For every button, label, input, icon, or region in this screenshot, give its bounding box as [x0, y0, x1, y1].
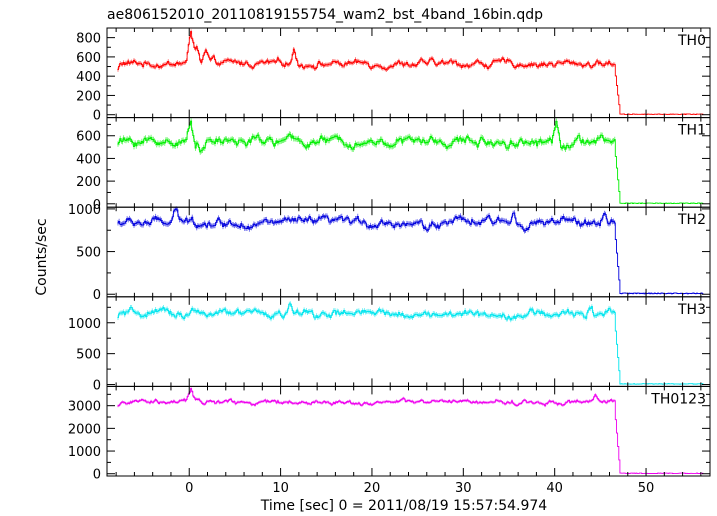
y-tick-label: 0: [93, 288, 101, 303]
y-tick-label: 0: [93, 379, 101, 394]
y-tick-label: 1000: [68, 203, 101, 218]
panel-label-th0: TH0: [677, 33, 706, 49]
x-tick-label: 30: [455, 481, 472, 496]
y-tick-label: 500: [76, 348, 101, 363]
error-bars-th2: [117, 206, 704, 295]
y-tick-label: 200: [76, 175, 101, 190]
x-tick-label: 10: [272, 481, 289, 496]
y-tick-label: 600: [76, 51, 101, 66]
error-bar-path: [117, 387, 704, 474]
x-tick-label: 0: [185, 481, 193, 496]
y-tick-label: 600: [76, 130, 101, 145]
panel-th1: 0 200 400 600 TH1: [76, 117, 711, 213]
error-bars-th0123: [117, 387, 704, 474]
y-tick-label: 200: [76, 89, 101, 104]
y-tick-label: 0: [93, 109, 101, 124]
y-tick-label: 500: [76, 246, 101, 261]
chart-title: ae806152010_20110819155754_wam2_bst_4ban…: [107, 7, 543, 23]
x-axis-title: Time [sec] 0 = 2011/08/19 15:57:54.974: [260, 498, 548, 514]
y-tick-label: 2000: [68, 422, 101, 437]
error-bar-path: [117, 118, 704, 204]
y-axis-title: Counts/sec: [34, 218, 50, 295]
error-bar-path: [117, 206, 704, 295]
series-line-th0123: [117, 388, 704, 474]
x-tick-label: 40: [546, 481, 563, 496]
panel-th2: 0 500 1000 TH2: [68, 203, 711, 303]
panel-frame: [106, 27, 711, 119]
panel-label-th2: TH2: [677, 212, 706, 228]
x-tick-label: 20: [364, 481, 381, 496]
panel-th0123: 0 1000 2000 3000 TH0123: [68, 385, 711, 483]
y-tick-label: 400: [76, 70, 101, 85]
y-tick-label: 0: [93, 198, 101, 213]
y-tick-label: 0: [93, 468, 101, 483]
series-line-th0: [117, 31, 704, 115]
panel-th0: 0 200 400 600 800 TH0: [76, 27, 711, 124]
y-tick-label: 400: [76, 152, 101, 167]
panel-label-th1: TH1: [677, 123, 706, 139]
y-tick-label: 1000: [68, 317, 101, 332]
y-tick-label: 3000: [68, 400, 101, 415]
x-tick-label: 50: [638, 481, 655, 496]
series-line-th3: [117, 303, 704, 385]
panel-label-th3: TH3: [677, 302, 706, 318]
series-line-th2: [117, 208, 704, 295]
error-bars-th1: [117, 118, 704, 204]
y-tick-label: 800: [76, 32, 101, 47]
series-line-th1: [117, 120, 704, 204]
panel-label-th0123: TH0123: [650, 391, 706, 407]
y-tick-label: 1000: [68, 445, 101, 460]
panel-th3: 0 500 1000 TH3: [68, 296, 711, 394]
